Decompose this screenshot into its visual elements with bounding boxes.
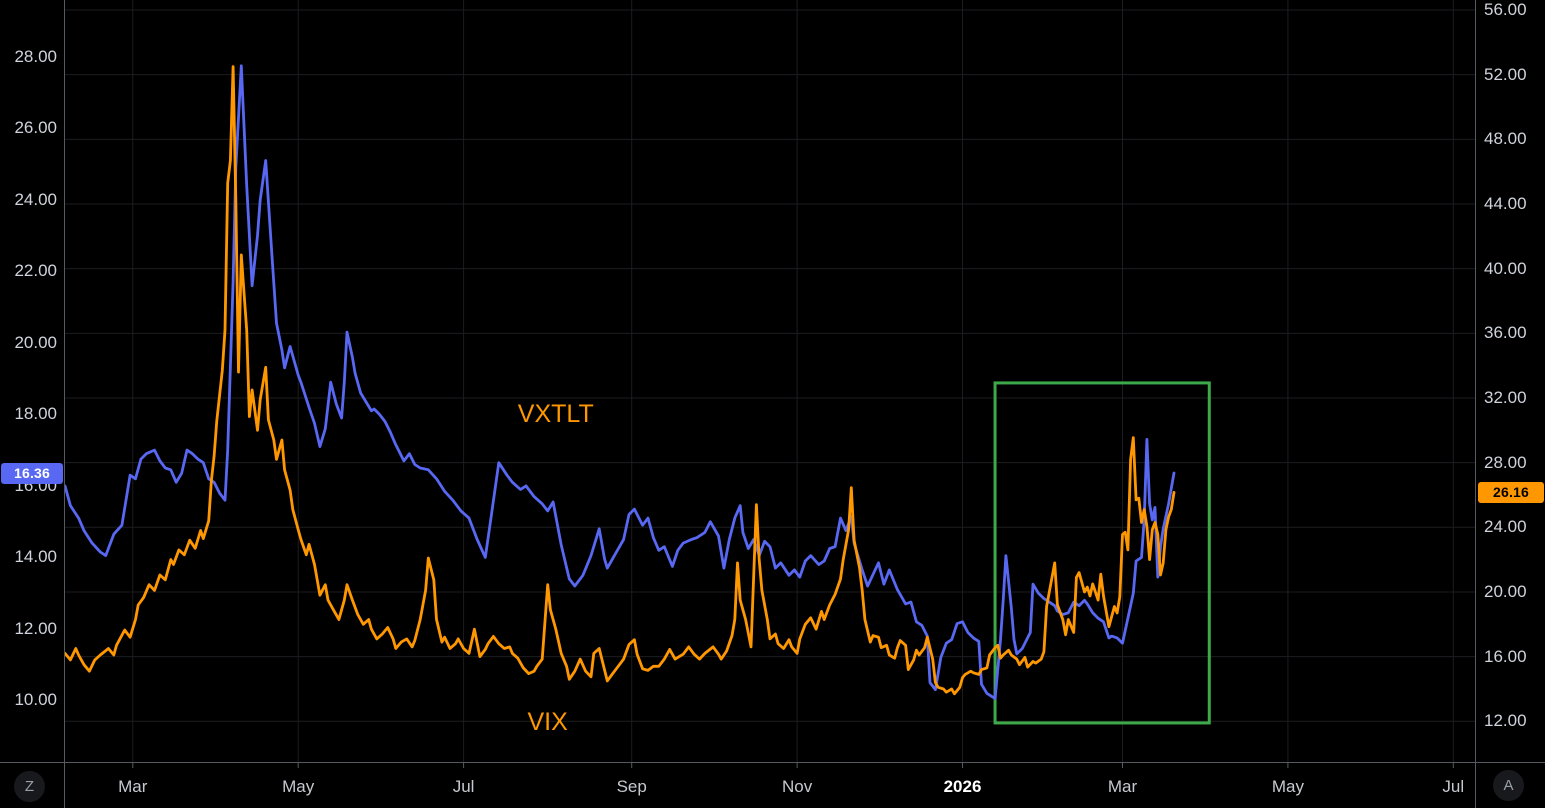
time-axis-label: Jul xyxy=(1442,777,1465,796)
vxtlt-series-label[interactable]: VXTLT xyxy=(517,400,594,429)
right-axis-tick-label: 16.00 xyxy=(1484,646,1527,666)
vxtlt-line xyxy=(65,64,1176,700)
gridlines xyxy=(65,0,1475,763)
right-axis-tick-label: 20.00 xyxy=(1484,581,1527,601)
right-axis-tick-label: 24.00 xyxy=(1484,517,1527,537)
series-lines xyxy=(65,64,1176,700)
time-axis-label: May xyxy=(282,777,315,796)
left-axis-tick-label: 18.00 xyxy=(14,404,57,424)
right-axis-tick-label: 48.00 xyxy=(1484,129,1527,149)
right-axis-tick-label: 52.00 xyxy=(1484,64,1527,84)
left-price-axis[interactable]: 10.00 12.00 14.00 16.00 18.00 20.00 22.00 24.00… xyxy=(0,0,64,763)
left-axis-tick-label: 22.00 xyxy=(14,261,57,281)
right-axis-tick-label: 40.00 xyxy=(1484,258,1527,278)
time-axis-label: 2026 xyxy=(943,777,982,796)
left-axis-tick-label: 20.00 xyxy=(14,332,57,352)
vix-series-label[interactable]: VIX xyxy=(527,707,568,736)
right-axis-tick-label: 32.00 xyxy=(1484,387,1527,407)
highlight-box[interactable] xyxy=(993,381,1211,725)
time-axis-label: Mar xyxy=(1107,777,1138,796)
time-axis-label: Jul xyxy=(452,777,475,796)
right-axis-tick-label: 12.00 xyxy=(1484,711,1527,731)
vxtlt-last-price-badge: 16.36 xyxy=(1,462,63,484)
highlight-rectangle[interactable] xyxy=(993,381,1211,725)
autoscale-button[interactable]: A xyxy=(1493,770,1524,801)
right-price-axis[interactable]: 12.00 16.00 20.00 24.00 28.00 32.00 36.00 40.00… xyxy=(1477,0,1545,763)
right-axis-tick-label: 28.00 xyxy=(1484,452,1527,472)
left-axis-tick-label: 10.00 xyxy=(14,690,57,710)
left-axis-tick-label: 14.00 xyxy=(14,547,57,567)
time-axis-label: May xyxy=(1271,777,1304,796)
right-axis-tick-label: 44.00 xyxy=(1484,194,1527,213)
left-axis-tick-label: 12.00 xyxy=(14,618,57,638)
timezone-button[interactable]: Z xyxy=(14,771,45,802)
right-axis-tick-label: 36.00 xyxy=(1484,323,1527,343)
time-axis[interactable]: Mar May Jul Sep Nov 2026 Mar May Jul xyxy=(0,763,1545,808)
left-axis-tick-label: 24.00 xyxy=(14,189,57,209)
time-axis-label: Nov xyxy=(781,777,813,796)
left-axis-tick-label: 26.00 xyxy=(14,118,57,138)
left-axis-tick-label: 28.00 xyxy=(14,46,57,66)
vix-last-price-badge: 26.16 xyxy=(1478,481,1544,503)
time-axis-label: Sep xyxy=(616,777,647,796)
time-axis-label: Mar xyxy=(118,777,148,796)
right-axis-tick-label: 56.00 xyxy=(1484,0,1527,20)
vix-line xyxy=(65,65,1176,696)
